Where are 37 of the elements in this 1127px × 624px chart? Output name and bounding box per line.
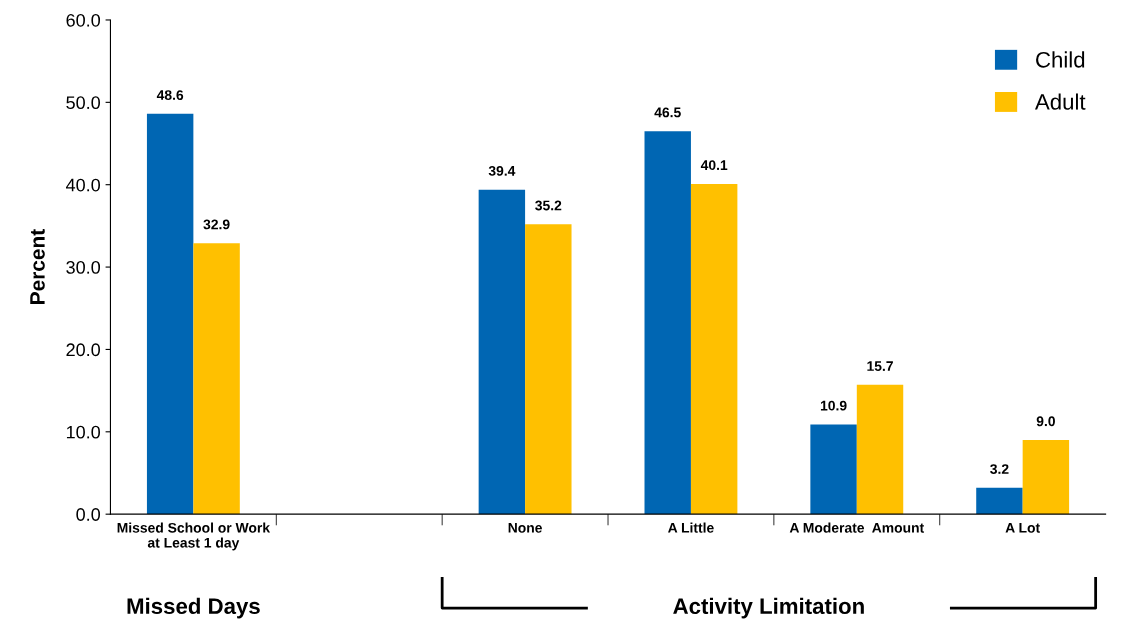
data-label: 39.4 <box>488 165 516 176</box>
data-label: 46.5 <box>654 107 681 118</box>
data-label: 15.7 <box>867 361 893 371</box>
bar <box>525 224 572 515</box>
y-tick-label: 20.0 <box>66 343 101 357</box>
bar <box>976 487 1023 515</box>
x-tick-label: A Moderate Amount <box>789 522 925 533</box>
bar <box>193 243 240 515</box>
text: Missed Days <box>127 597 260 619</box>
bar <box>856 384 904 515</box>
legend-label: Child <box>1036 51 1085 68</box>
data-label: 40.1 <box>700 160 728 171</box>
y-tick-label: 10.0 <box>66 425 101 439</box>
bar <box>810 424 857 515</box>
y-tick-label: 30.0 <box>66 261 101 274</box>
x-tick-label: None <box>508 523 542 533</box>
y-tick-label: 0.0 <box>76 508 101 521</box>
data-label: 32.9 <box>203 219 230 230</box>
data-label: 10.9 <box>820 400 847 411</box>
data-label: 35.2 <box>535 200 562 211</box>
data-label: 48.6 <box>156 90 184 101</box>
x-tick-label: Missed School or Work at Least 1 day <box>117 522 271 551</box>
legend-label: Adult <box>1034 93 1086 110</box>
bar <box>644 131 691 515</box>
y-tick-label: 40.0 <box>66 178 101 192</box>
x-tick-label: A Little <box>668 522 714 533</box>
bar <box>478 189 526 515</box>
bar <box>1022 440 1070 515</box>
data-label: 9.0 <box>1036 416 1055 427</box>
y-tick-label: 60.0 <box>66 13 101 27</box>
bar <box>146 113 194 515</box>
data-label: 3.2 <box>990 464 1009 474</box>
y-axis-title: Percent <box>30 229 45 304</box>
text: Activity Limitation <box>673 597 864 619</box>
y-tick-label: 50.0 <box>66 96 101 110</box>
bar <box>690 183 738 515</box>
x-tick-label: A Lot <box>1005 523 1040 533</box>
